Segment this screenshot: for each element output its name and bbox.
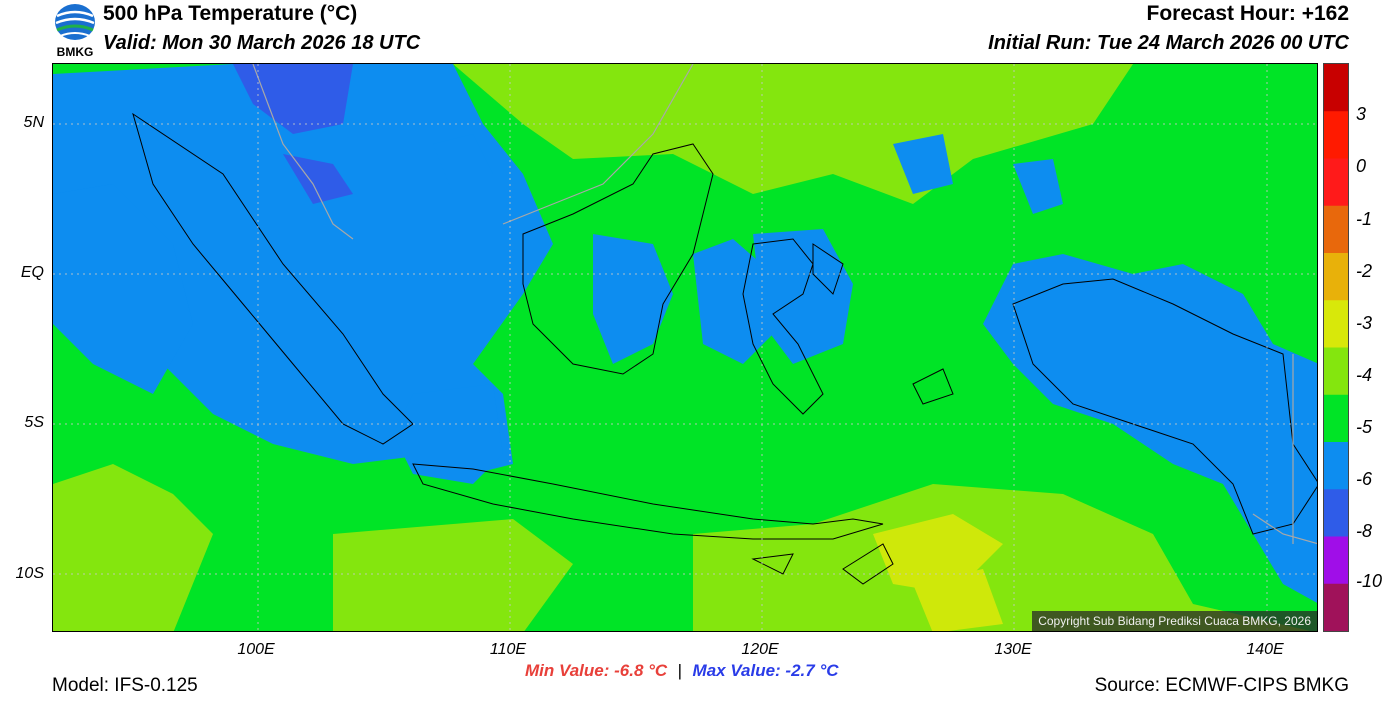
colorbar-swatch bbox=[1324, 394, 1348, 443]
bmkg-logo: BMKG bbox=[52, 2, 98, 60]
colorbar-label-minus6: -6 bbox=[1356, 469, 1373, 489]
initial-run: Initial Run: Tue 24 March 2026 00 UTC bbox=[988, 32, 1349, 54]
lon-label-140e: 140E bbox=[1246, 641, 1284, 658]
colorbar-swatch bbox=[1324, 583, 1348, 632]
lon-label-100e: 100E bbox=[237, 641, 275, 658]
colorbar-swatch bbox=[1324, 158, 1348, 207]
bmkg-logo-icon bbox=[55, 4, 95, 40]
model-label: Model: IFS-0.125 bbox=[52, 675, 198, 696]
colorbar-swatch bbox=[1324, 111, 1348, 159]
colorbar-swatch bbox=[1324, 347, 1348, 396]
colorbar-label-minus5: -5 bbox=[1356, 417, 1373, 437]
lon-label-130e: 130E bbox=[994, 641, 1032, 658]
colorbar-swatch bbox=[1324, 253, 1348, 301]
colorbar-label-0: 0 bbox=[1356, 156, 1367, 176]
colorbar-swatch bbox=[1324, 536, 1348, 585]
max-value: Max Value: -2.7 °C bbox=[692, 661, 839, 680]
minmax-separator: | bbox=[677, 661, 683, 680]
lat-label-eq: EQ bbox=[20, 264, 44, 281]
colorbar-swatch bbox=[1324, 489, 1348, 537]
colorbar-swatch bbox=[1324, 442, 1348, 490]
colorbar-label-minus3: -3 bbox=[1356, 313, 1373, 333]
lon-label-110e: 110E bbox=[489, 641, 527, 658]
valid-time: Valid: Mon 30 March 2026 18 UTC bbox=[103, 32, 421, 54]
colorbar-swatches bbox=[1324, 64, 1348, 632]
colorbar-label-minus4: -4 bbox=[1356, 365, 1373, 385]
forecast-hour: Forecast Hour: +162 bbox=[1146, 2, 1350, 25]
colorbar-label-minus10: -10 bbox=[1356, 571, 1383, 591]
min-value: Min Value: -6.8 °C bbox=[525, 661, 668, 680]
lon-label-120e: 120E bbox=[741, 641, 779, 658]
colorbar-label-minus1: -1 bbox=[1356, 209, 1373, 229]
temperature-field bbox=[53, 64, 1317, 631]
colorbar-swatch bbox=[1324, 64, 1348, 112]
colorbar-label-minus8: -8 bbox=[1356, 521, 1373, 541]
copyright-notice: Copyright Sub Bidang Prediksi Cuaca BMKG… bbox=[1032, 611, 1317, 631]
colorbar-label-3: 3 bbox=[1356, 104, 1367, 124]
lat-label-5n: 5N bbox=[23, 114, 44, 131]
colorbar-swatch bbox=[1324, 205, 1348, 254]
min-max-values: Min Value: -6.8 °C | Max Value: -2.7 °C bbox=[525, 661, 839, 681]
logo-text: BMKG bbox=[56, 45, 94, 59]
chart-title: 500 hPa Temperature (°C) bbox=[103, 2, 358, 25]
colorbar bbox=[1323, 63, 1349, 632]
temperature-map: Copyright Sub Bidang Prediksi Cuaca BMKG… bbox=[52, 63, 1318, 632]
colorbar-swatch bbox=[1324, 300, 1348, 348]
source-label: Source: ECMWF-CIPS BMKG bbox=[1094, 675, 1349, 696]
lat-label-5s: 5S bbox=[24, 414, 44, 431]
lat-label-10s: 10S bbox=[15, 565, 44, 582]
colorbar-label-minus2: -2 bbox=[1356, 261, 1373, 281]
